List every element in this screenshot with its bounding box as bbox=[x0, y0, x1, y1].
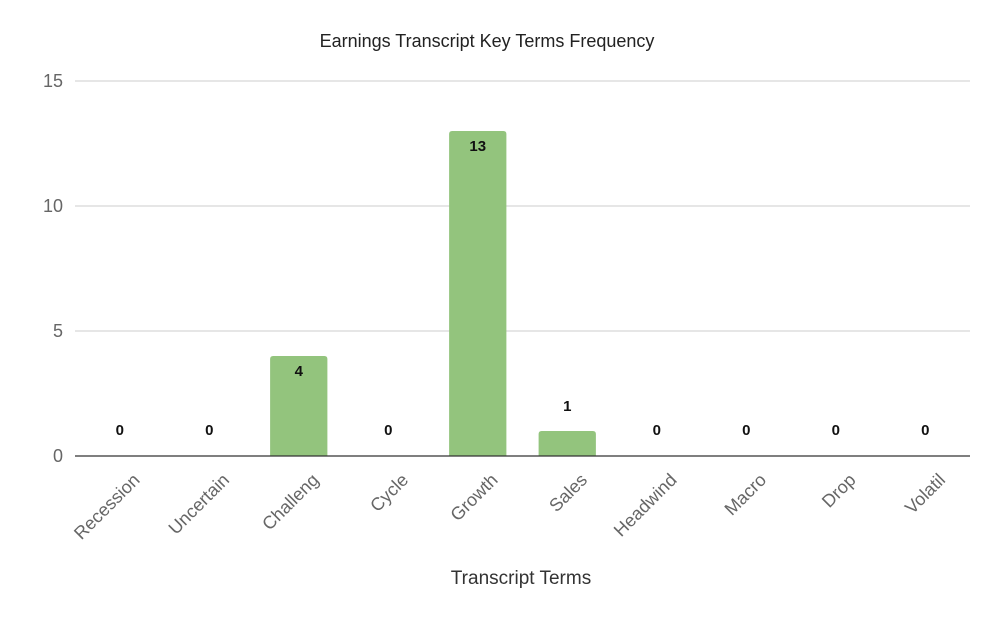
y-tick-label: 15 bbox=[43, 71, 63, 91]
bar-sales bbox=[538, 431, 596, 456]
data-label: 0 bbox=[205, 422, 213, 439]
data-label: 4 bbox=[295, 363, 304, 380]
data-label: 13 bbox=[469, 138, 486, 155]
x-tick-label: Sales bbox=[545, 470, 591, 516]
data-label: 1 bbox=[563, 398, 571, 415]
x-tick-labels: Recession Uncertain Challeng Cycle Growth Sal… bbox=[70, 470, 949, 544]
data-labels: 0 0 4 0 13 1 0 0 0 0 bbox=[116, 138, 930, 439]
x-tick-label: Growth bbox=[446, 470, 501, 525]
data-label: 0 bbox=[116, 422, 124, 439]
bar-growth bbox=[449, 131, 507, 456]
y-tick-labels: 0 5 10 15 bbox=[43, 71, 63, 466]
data-label: 0 bbox=[742, 422, 750, 439]
data-label: 0 bbox=[832, 422, 840, 439]
x-tick-label: Headwind bbox=[610, 470, 681, 541]
x-tick-label: Recession bbox=[70, 470, 144, 544]
gridlines bbox=[75, 80, 970, 332]
data-label: 0 bbox=[384, 422, 392, 439]
bars bbox=[270, 131, 596, 456]
x-tick-label: Cycle bbox=[366, 470, 412, 516]
x-axis-title: Transcript Terms bbox=[451, 568, 591, 589]
x-tick-label: Uncertain bbox=[165, 470, 234, 539]
data-label: 0 bbox=[921, 422, 929, 439]
y-tick-label: 10 bbox=[43, 196, 63, 216]
y-tick-label: 5 bbox=[53, 321, 63, 341]
x-tick-label: Drop bbox=[818, 470, 860, 512]
x-tick-label: Challeng bbox=[258, 470, 322, 534]
chart-title: Earnings Transcript Key Terms Frequency bbox=[320, 31, 655, 51]
x-tick-label: Macro bbox=[721, 470, 771, 520]
x-tick-label: Volatil bbox=[901, 470, 949, 518]
data-label: 0 bbox=[653, 422, 661, 439]
y-tick-label: 0 bbox=[53, 446, 63, 466]
bar-challeng bbox=[270, 356, 328, 456]
